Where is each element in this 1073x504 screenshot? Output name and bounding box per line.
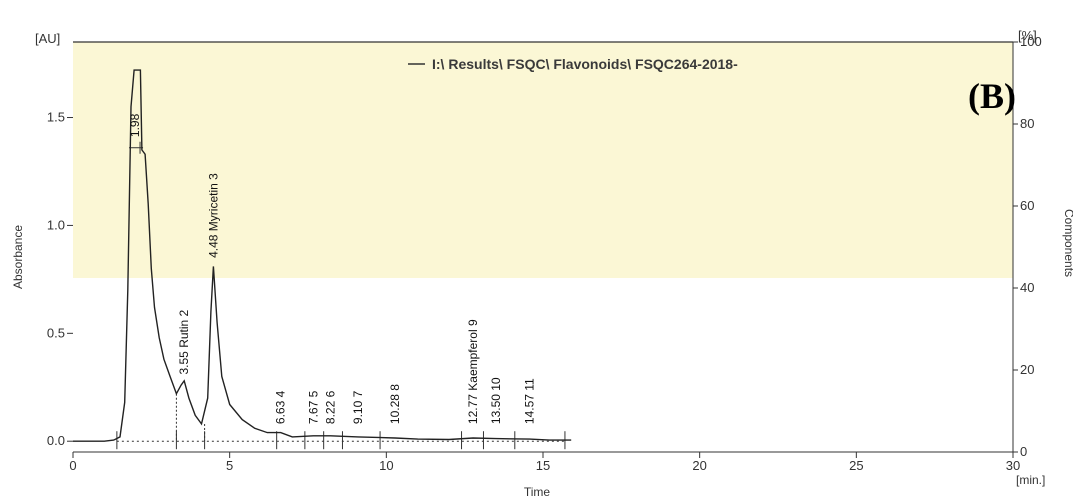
x-tick-label: 0 xyxy=(69,458,76,473)
y2-axis-title: Components xyxy=(1062,209,1073,277)
peak-label: 1.98 xyxy=(128,113,142,137)
x-tick-label: 10 xyxy=(379,458,393,473)
y-axis-title: Absorbance xyxy=(11,225,25,289)
peak-label: 13.50 10 xyxy=(489,377,503,424)
peak-label: 14.57 11 xyxy=(523,378,537,424)
x-axis-ticks: 0 5 10 15 20 25 30 xyxy=(69,452,1020,473)
y-axis-ticks: 0.0 0.5 1.0 1.5 xyxy=(47,110,73,448)
y-tick-label: 1.5 xyxy=(47,110,65,125)
y-axis-unit: [AU] xyxy=(35,31,60,46)
y2-tick-label: 60 xyxy=(1020,198,1034,213)
y2-tick-label: 0 xyxy=(1020,444,1027,459)
legend-label: I:\ Results\ FSQC\ Flavonoids\ FSQC264-2… xyxy=(432,56,738,72)
y2-tick-label: 80 xyxy=(1020,116,1034,131)
x-tick-label: 5 xyxy=(226,458,233,473)
x-tick-label: 25 xyxy=(849,458,863,473)
panel-label: (B) xyxy=(968,76,1016,116)
peak-label: 9.10 7 xyxy=(351,390,365,424)
y2-tick-label: 100 xyxy=(1020,34,1042,49)
peak-label: 12.77 Kaempferol 9 xyxy=(466,319,480,424)
peak-label: 10.28 8 xyxy=(388,384,402,424)
y-tick-label: 0.0 xyxy=(47,433,65,448)
y2-axis-ticks: 0 20 40 60 80 100 xyxy=(1013,34,1042,459)
x-axis-unit: [min.] xyxy=(1016,473,1045,487)
x-tick-label: 20 xyxy=(692,458,706,473)
peak-label: 4.48 Myricetin 3 xyxy=(206,173,220,258)
peak-label: 3.55 Rutin 2 xyxy=(177,309,191,374)
peak-label: 6.63 4 xyxy=(274,390,288,424)
y2-tick-label: 40 xyxy=(1020,280,1034,295)
chromatogram-trace xyxy=(73,69,572,442)
y-tick-label: 0.5 xyxy=(47,325,65,340)
x-tick-label: 30 xyxy=(1006,458,1020,473)
peak-label: 7.67 5 xyxy=(306,390,320,424)
integration-marks xyxy=(116,141,566,450)
peak-labels: 1.98 3.55 Rutin 2 4.48 Myricetin 3 6.63 4 7.… xyxy=(128,113,537,424)
x-axis-title: Time xyxy=(524,485,551,499)
y2-axis-unit: [%] xyxy=(1018,28,1037,43)
y-tick-label: 1.0 xyxy=(47,217,65,232)
y2-tick-label: 20 xyxy=(1020,362,1034,377)
peak-label: 8.22 6 xyxy=(324,390,338,424)
plot-area xyxy=(73,42,1013,278)
x-tick-label: 15 xyxy=(536,458,550,473)
